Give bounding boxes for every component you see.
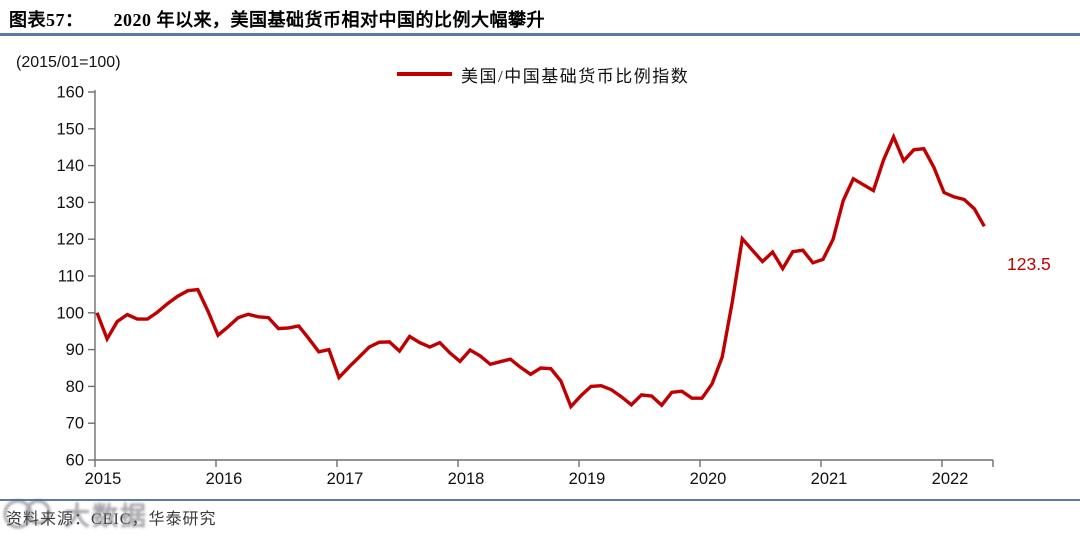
x-tick-label: 2022: [932, 470, 969, 488]
x-tick-label: 2021: [811, 470, 848, 488]
y-tick-label: 150: [56, 120, 84, 138]
x-tick-label: 2015: [85, 470, 122, 488]
chart-legend: 美国/中国基础货币比例指数: [397, 62, 689, 86]
y-tick-label: 60: [66, 452, 84, 470]
y-tick-label: 160: [56, 84, 84, 102]
x-tick-label: 2017: [327, 470, 364, 488]
y-tick-label: 140: [56, 157, 84, 175]
figure-title: 2020 年以来，美国基础货币相对中国的比例大幅攀升: [113, 10, 545, 30]
y-tick-label: 110: [58, 268, 84, 286]
x-tick-label: 2018: [448, 470, 485, 488]
y-tick-label: 120: [56, 231, 84, 249]
footer-rule: [0, 499, 1080, 501]
figure-number-label: 图表57：: [9, 10, 84, 30]
x-tick-label: 2016: [206, 470, 243, 488]
x-tick-label: 2019: [569, 470, 606, 488]
source-note: 资料来源：CEIC，华泰研究: [6, 511, 217, 528]
legend-line-swatch: [397, 72, 452, 76]
series-end-value-label: 123.5: [1007, 254, 1051, 274]
x-tick-label: 2020: [690, 470, 727, 488]
series-line: [95, 132, 986, 410]
y-tick-label: 100: [56, 304, 84, 322]
figure-title-row: 图表57： 2020 年以来，美国基础货币相对中国的比例大幅攀升: [9, 6, 1073, 32]
y-tick-label: 130: [56, 194, 84, 212]
axis-unit-label: (2015/01=100): [16, 54, 121, 71]
y-tick-label: 90: [66, 341, 84, 359]
title-underline-rule: [0, 33, 1080, 36]
legend-series-label: 美国/中国基础货币比例指数: [461, 66, 690, 86]
y-tick-label: 80: [66, 378, 84, 396]
y-tick-label: 70: [66, 415, 84, 433]
